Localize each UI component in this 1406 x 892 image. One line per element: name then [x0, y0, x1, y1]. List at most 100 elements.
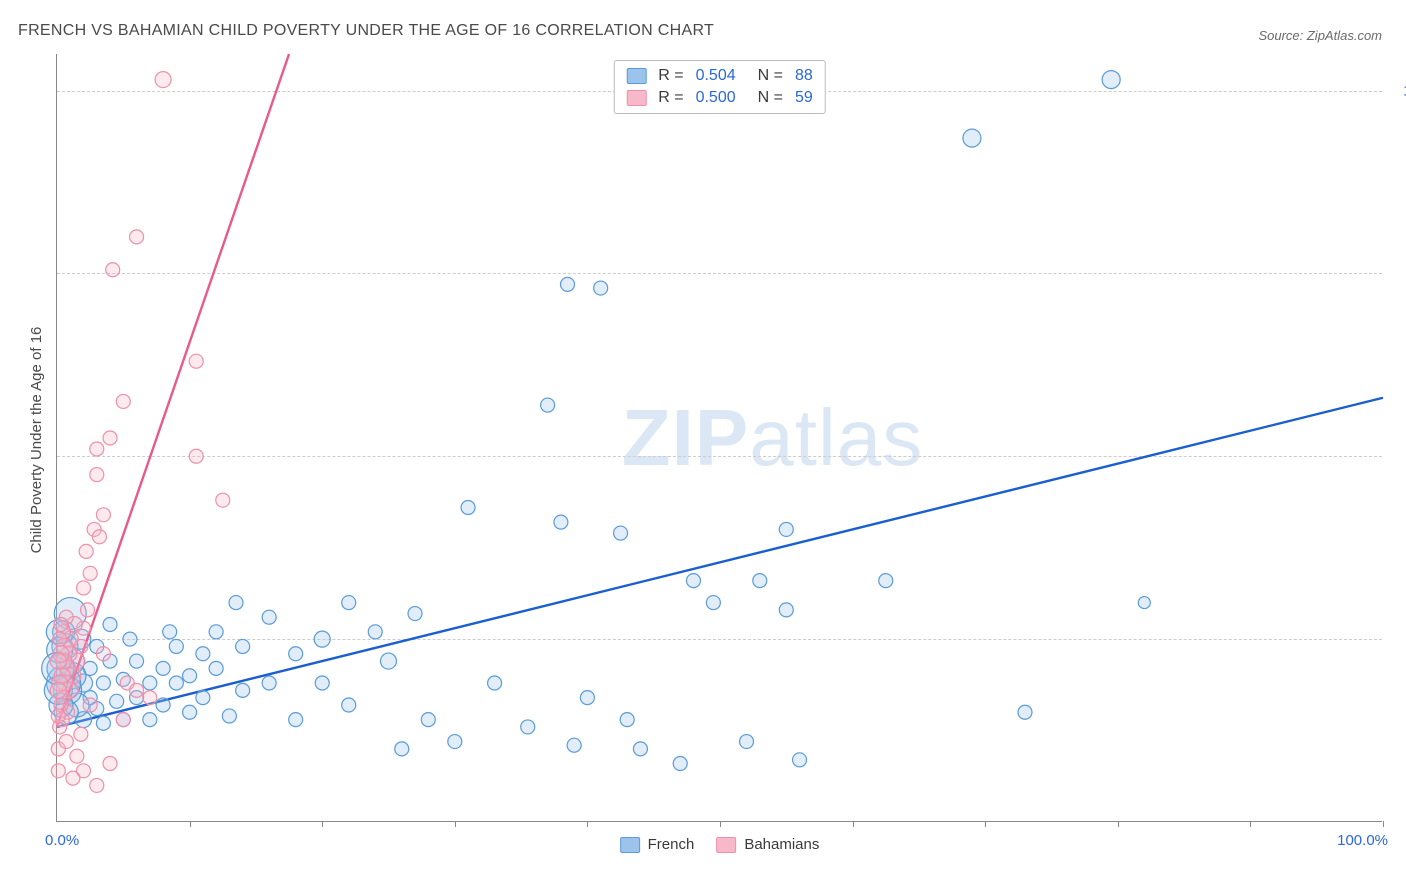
swatch-bahamians [626, 90, 646, 106]
data-point [103, 431, 117, 445]
legend-label-bahamians: Bahamians [744, 836, 819, 853]
swatch-french [620, 837, 640, 853]
data-point [222, 709, 236, 723]
data-point [80, 603, 94, 617]
data-point [77, 581, 91, 595]
data-point [541, 398, 555, 412]
x-tick [853, 821, 854, 827]
data-point [116, 713, 130, 727]
data-point [448, 735, 462, 749]
data-point [315, 676, 329, 690]
source-label: Source: ZipAtlas.com [1258, 28, 1382, 43]
data-point [209, 661, 223, 675]
data-point [130, 654, 144, 668]
plot-area: ZIPatlas 25.0%50.0%75.0%100.0% 0.0% 100.… [56, 54, 1382, 822]
data-point [156, 698, 170, 712]
data-point [314, 631, 330, 647]
data-point [779, 603, 793, 617]
data-point [879, 574, 893, 588]
data-point [209, 625, 223, 639]
data-point [779, 522, 793, 536]
data-point [706, 596, 720, 610]
x-tick [1250, 821, 1251, 827]
data-point [1018, 705, 1032, 719]
r-value-french: 0.504 [696, 67, 736, 85]
data-point [196, 691, 210, 705]
x-tick [587, 821, 588, 827]
data-point [342, 698, 356, 712]
data-point [123, 632, 137, 646]
data-point [50, 682, 66, 698]
data-point [50, 653, 66, 669]
data-point [189, 354, 203, 368]
data-point [580, 691, 594, 705]
data-point [130, 683, 144, 697]
data-point [59, 735, 73, 749]
data-point [461, 500, 475, 514]
data-point [54, 618, 68, 632]
r-label: R = [658, 67, 683, 85]
data-point [83, 566, 97, 580]
trend-line-french [57, 398, 1383, 727]
chart-title: FRENCH VS BAHAMIAN CHILD POVERTY UNDER T… [18, 22, 714, 40]
legend-row-bahamians: R = 0.500 N = 59 [626, 87, 813, 109]
data-point [83, 698, 97, 712]
series-legend: French Bahamians [620, 836, 820, 853]
data-point [1138, 597, 1150, 609]
legend-item-bahamians: Bahamians [716, 836, 819, 853]
data-point [116, 394, 130, 408]
data-point [262, 610, 276, 624]
legend-row-french: R = 0.504 N = 88 [626, 65, 813, 87]
data-point [130, 230, 144, 244]
data-point [92, 530, 106, 544]
data-point [633, 742, 647, 756]
data-point [106, 263, 120, 277]
n-value-bahamians: 59 [795, 89, 813, 107]
data-point [196, 647, 210, 661]
data-point [342, 596, 356, 610]
data-point [74, 727, 88, 741]
correlation-legend: R = 0.504 N = 88 R = 0.500 N = 59 [613, 60, 826, 114]
data-point [96, 647, 110, 661]
data-point [289, 713, 303, 727]
data-point [262, 676, 276, 690]
data-point [216, 493, 230, 507]
x-tick [720, 821, 721, 827]
scatter-svg [57, 54, 1382, 821]
data-point [79, 544, 93, 558]
data-point [753, 574, 767, 588]
data-point [169, 676, 183, 690]
data-point [793, 753, 807, 767]
legend-item-french: French [620, 836, 695, 853]
legend-label-french: French [648, 836, 695, 853]
data-point [686, 574, 700, 588]
data-point [189, 449, 203, 463]
data-point [110, 694, 124, 708]
n-label: N = [758, 67, 783, 85]
data-point [289, 647, 303, 661]
data-point [488, 676, 502, 690]
data-point [594, 281, 608, 295]
data-point [70, 749, 84, 763]
data-point [163, 625, 177, 639]
data-point [169, 639, 183, 653]
x-tick [322, 821, 323, 827]
data-point [229, 596, 243, 610]
r-value-bahamians: 0.500 [696, 89, 736, 107]
data-point [368, 625, 382, 639]
data-point [156, 661, 170, 675]
data-point [614, 526, 628, 540]
data-point [96, 676, 110, 690]
data-point [53, 632, 67, 646]
n-label: N = [758, 89, 783, 107]
data-point [155, 72, 171, 88]
data-point [381, 653, 397, 669]
data-point [90, 778, 104, 792]
data-point [143, 676, 157, 690]
data-point [554, 515, 568, 529]
data-point [51, 764, 65, 778]
data-point [103, 618, 117, 632]
data-point [103, 756, 117, 770]
chart-container: FRENCH VS BAHAMIAN CHILD POVERTY UNDER T… [0, 0, 1406, 892]
data-point [236, 683, 250, 697]
